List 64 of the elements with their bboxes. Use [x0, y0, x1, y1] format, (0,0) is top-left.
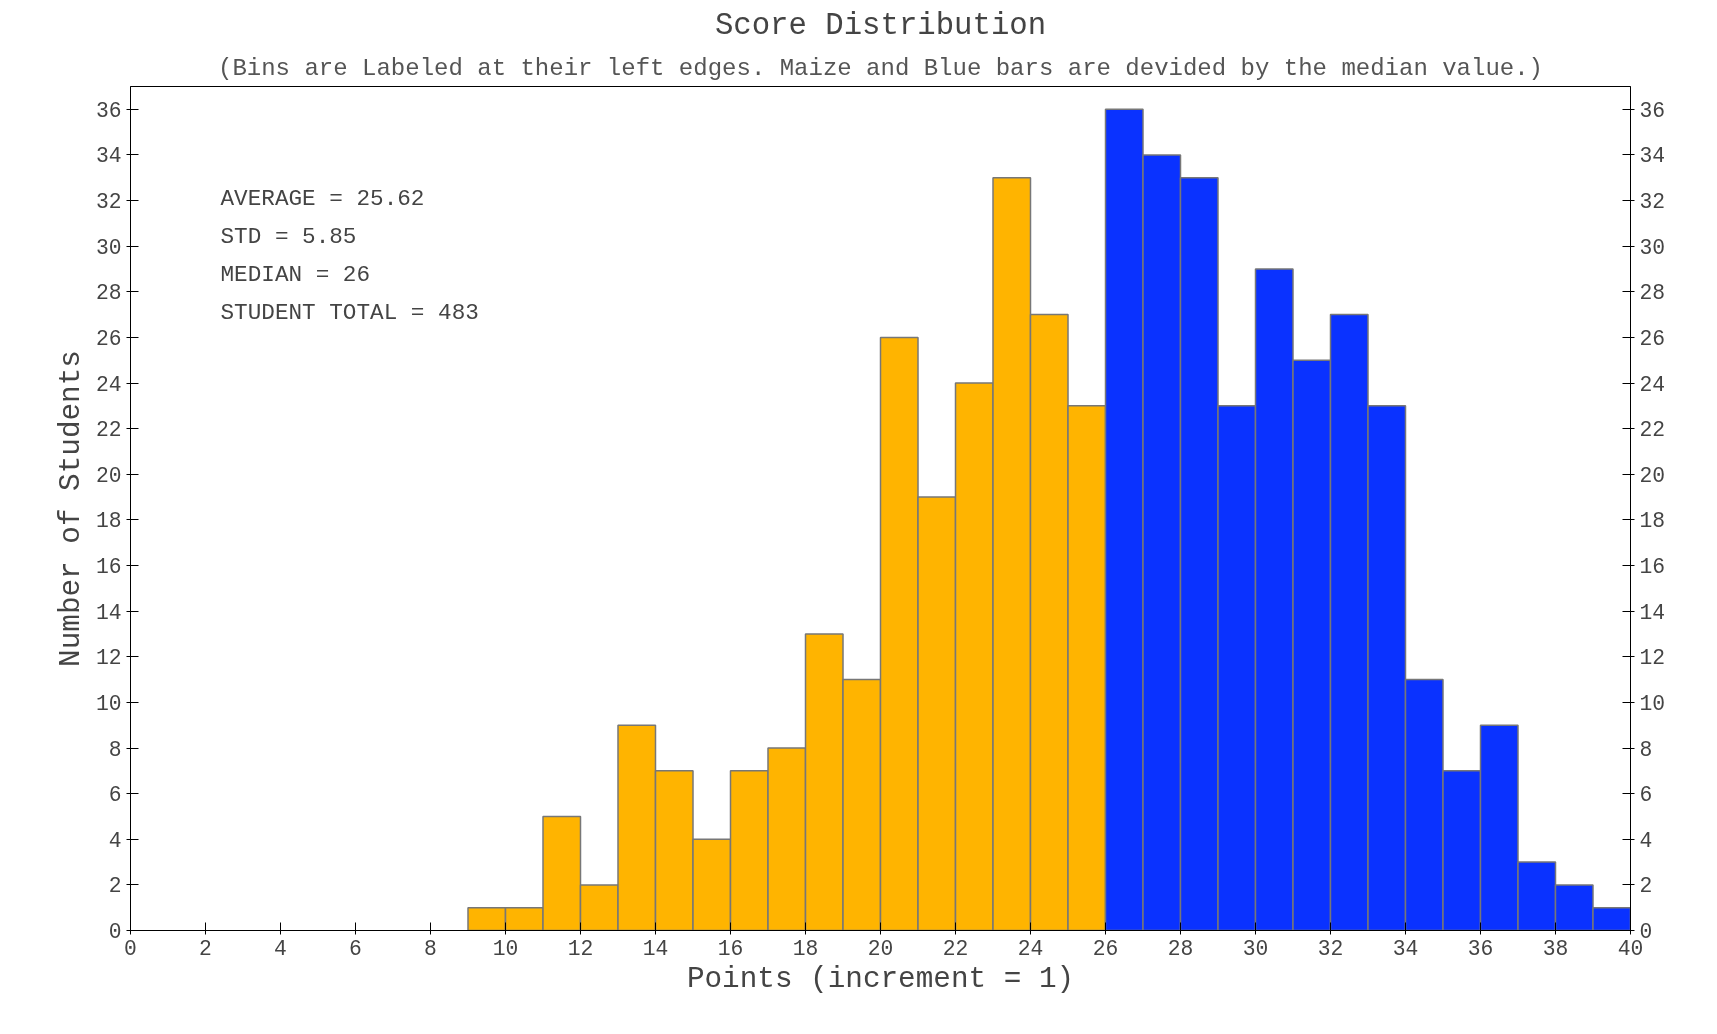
y-tick-label: 32: [95, 190, 122, 215]
x-tick-label: 2: [199, 936, 212, 961]
y-tick-label: 2: [108, 874, 122, 899]
y2-tick-label: 22: [1639, 418, 1666, 443]
y-axis-title: Number of Students: [54, 350, 88, 667]
x-axis-title: Points (increment = 1): [686, 962, 1075, 996]
x-tick-label: 30: [1242, 936, 1269, 961]
y2-tick-label: 20: [1639, 463, 1666, 488]
y2-tick-label: 8: [1639, 737, 1653, 762]
y2-tick-label: 30: [1639, 235, 1666, 260]
y2-tick-label: 26: [1639, 326, 1666, 351]
y-tick-label: 4: [108, 828, 122, 853]
x-tick-label: 8: [424, 936, 437, 961]
x-tick-label: 16: [717, 936, 744, 961]
x-tick-label: 10: [492, 936, 519, 961]
x-tick-label: 20: [867, 936, 894, 961]
annotation: STUDENT TOTAL = 483: [220, 299, 479, 326]
x-tick-label: 12: [567, 936, 594, 961]
annotation: MEDIAN = 26: [220, 261, 371, 288]
y2-tick-label: 24: [1639, 372, 1666, 397]
y-tick-label: 6: [108, 783, 122, 808]
y2-tick-label: 4: [1639, 828, 1653, 853]
y2-tick-label: 18: [1639, 509, 1666, 534]
x-tick-label: 22: [942, 936, 969, 961]
y-tick-label: 26: [95, 326, 122, 351]
y-tick-label: 20: [95, 463, 122, 488]
y-tick-label: 24: [95, 372, 122, 397]
annotation: AVERAGE = 25.62: [220, 185, 425, 212]
y-tick-label: 10: [95, 691, 122, 716]
y2-tick-label: 32: [1639, 190, 1666, 215]
x-tick-label: 38: [1542, 936, 1569, 961]
y2-tick-label: 10: [1639, 691, 1666, 716]
annotation: STD = 5.85: [220, 223, 357, 250]
y-tick-label: 8: [108, 737, 122, 762]
y-tick-label: 12: [95, 646, 122, 671]
y-tick-label: 36: [95, 98, 122, 123]
x-tick-label: 36: [1467, 936, 1494, 961]
y-tick-label: 14: [95, 600, 122, 625]
chart-subtitle: (Bins are Labeled at their left edges. Maize and Blue bars are devided by the median value.): [217, 54, 1544, 82]
x-tick-label: 26: [1092, 936, 1119, 961]
x-tick-label: 4: [274, 936, 287, 961]
y2-tick-label: 16: [1639, 555, 1666, 580]
x-tick-label: 14: [642, 936, 669, 961]
x-tick-label: 32: [1317, 936, 1344, 961]
x-tick-label: 24: [1017, 936, 1044, 961]
y-tick-label: 28: [95, 281, 122, 306]
y-tick-label: 30: [95, 235, 122, 260]
chart-title: Score Distribution: [714, 7, 1047, 43]
y2-tick-label: 6: [1639, 783, 1653, 808]
y-tick-label: 34: [95, 144, 122, 169]
y-tick-label: 22: [95, 418, 122, 443]
y2-tick-label: 34: [1639, 144, 1666, 169]
y2-tick-label: 2: [1639, 874, 1653, 899]
y-tick-label: 0: [108, 920, 122, 944]
x-tick-label: 28: [1167, 936, 1194, 961]
y2-tick-label: 28: [1639, 281, 1666, 306]
y-tick-label: 18: [95, 509, 122, 534]
y2-tick-label: 14: [1639, 600, 1666, 625]
x-tick-label: 6: [349, 936, 362, 961]
x-tick-label: 18: [792, 936, 819, 961]
y2-tick-label: 36: [1639, 98, 1666, 123]
y-tick-label: 16: [95, 555, 122, 580]
y2-tick-label: 12: [1639, 646, 1666, 671]
x-tick-label: 34: [1392, 936, 1419, 961]
